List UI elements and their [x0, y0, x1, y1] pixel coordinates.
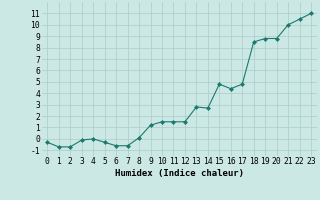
X-axis label: Humidex (Indice chaleur): Humidex (Indice chaleur) [115, 169, 244, 178]
